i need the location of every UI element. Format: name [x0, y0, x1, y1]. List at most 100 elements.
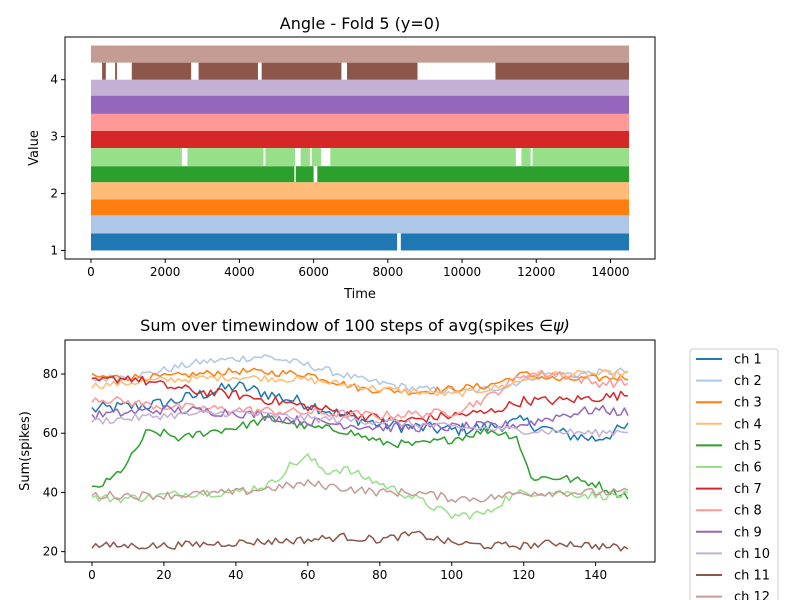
angle-chart: Angle - Fold 5 (y=0) 0 2000 4000 6000 8000 10… — [27, 14, 656, 302]
spikes-series-10 — [91, 409, 629, 438]
angle-series-1-segment — [90, 233, 398, 251]
angle-series-4-segment — [90, 182, 630, 200]
legend-item: ch 10 — [696, 547, 770, 562]
angle-series-11-segment — [198, 62, 258, 80]
spikes-x-tick-label: 140 — [584, 568, 607, 582]
legend-item: ch 7 — [696, 482, 762, 497]
angle-series-6-segment — [90, 148, 182, 167]
legend-item: ch 8 — [696, 504, 762, 519]
spikes-plot-area — [91, 354, 629, 552]
angle-series-6-segment — [532, 148, 630, 167]
angle-x-tick-label: 0 — [87, 265, 95, 279]
angle-series-8 — [90, 113, 630, 131]
legend-item: ch 2 — [696, 374, 762, 389]
spikes-y-axis-label: Sum(spikes) — [18, 411, 33, 491]
angle-series-4 — [90, 182, 630, 200]
spikes-series-4 — [91, 369, 629, 398]
spikes-legend: ch 1 ch 2 ch 3 ch 4 ch 5 ch 6 ch 7 ch 8 ch 9 ch 1… — [689, 348, 779, 600]
angle-series-11-segment — [115, 62, 117, 80]
legend-item: ch 12 — [696, 590, 770, 600]
angle-x-axis-label: Time — [343, 287, 376, 302]
angle-x-tick-label: 12000 — [517, 265, 555, 279]
legend-item: ch 4 — [696, 417, 762, 432]
spikes-series-11 — [91, 530, 629, 552]
angle-series-5-segment — [295, 166, 314, 183]
legend-item: ch 6 — [696, 461, 762, 476]
spikes-x-tick-label: 0 — [88, 568, 96, 582]
angle-series-7 — [90, 130, 630, 148]
angle-series-6-segment — [187, 148, 264, 167]
angle-series-6-segment — [300, 148, 310, 167]
legend-label: ch 3 — [734, 396, 762, 411]
legend-label: ch 2 — [734, 374, 762, 389]
angle-series-9-segment — [90, 95, 630, 114]
spikes-y-tick-label: 80 — [43, 367, 58, 381]
spikes-chart: Sum over timewindow of 100 steps of avg(… — [18, 316, 779, 600]
angle-x-tick-label: 14000 — [591, 265, 629, 279]
spikes-series-5 — [91, 415, 629, 500]
angle-series-11-segment — [102, 62, 106, 80]
legend-label: ch 12 — [734, 590, 770, 600]
legend-label: ch 6 — [734, 461, 762, 476]
legend-label: ch 10 — [734, 547, 770, 562]
angle-chart-title: Angle - Fold 5 (y=0) — [280, 14, 440, 33]
angle-series-8-segment — [90, 113, 630, 131]
angle-series-5-segment — [317, 166, 630, 183]
legend-item: ch 9 — [696, 525, 762, 540]
legend-item: ch 11 — [696, 569, 770, 584]
angle-series-11-segment — [131, 62, 192, 80]
spikes-y-tick-label: 60 — [43, 426, 58, 440]
spikes-plot-frame — [64, 339, 656, 563]
legend-label: ch 8 — [734, 504, 762, 519]
legend-label: ch 7 — [734, 482, 762, 497]
spikes-x-tick-label: 100 — [440, 568, 463, 582]
legend-frame — [689, 348, 779, 600]
angle-series-6-segment — [311, 148, 322, 167]
angle-x-tick-label: 8000 — [373, 265, 404, 279]
angle-series-12-segment — [90, 45, 630, 63]
spikes-series-3 — [91, 367, 629, 396]
spikes-y-ticks: 20 40 60 80 — [43, 367, 65, 559]
spikes-y-tick-label: 40 — [43, 485, 58, 499]
spikes-series-1 — [91, 381, 629, 442]
spikes-x-ticks: 0 20 40 60 80 100 120 140 — [88, 562, 607, 582]
angle-series-11-segment — [347, 62, 418, 80]
angle-series-9 — [90, 95, 630, 114]
spikes-y-tick-label: 20 — [43, 545, 58, 559]
spikes-x-tick-label: 120 — [512, 568, 535, 582]
angle-y-axis-label: Value — [27, 130, 42, 166]
angle-y-tick-label: 3 — [50, 130, 58, 144]
angle-x-ticks: 0 2000 4000 6000 8000 10000 12000 14000 — [87, 259, 630, 279]
spikes-x-tick-label: 20 — [156, 568, 171, 582]
angle-plot-frame — [64, 36, 656, 260]
spikes-series-9 — [91, 404, 629, 433]
angle-series-5-segment — [90, 166, 295, 183]
legend-label: ch 4 — [734, 417, 762, 432]
angle-series-2-segment — [90, 215, 630, 234]
angle-x-tick-label: 2000 — [150, 265, 181, 279]
angle-y-tick-label: 4 — [50, 73, 58, 87]
spikes-x-tick-label: 60 — [300, 568, 315, 582]
spikes-chart-title: Sum over timewindow of 100 steps of avg(… — [140, 316, 570, 335]
angle-series-5 — [90, 166, 630, 183]
angle-series-10 — [90, 79, 630, 96]
angle-y-ticks: 1 2 3 4 — [50, 73, 65, 257]
spikes-series-12 — [91, 479, 629, 503]
angle-series-1 — [90, 233, 630, 251]
angle-series-6 — [90, 148, 630, 167]
angle-series-11 — [102, 62, 630, 80]
legend-item: ch 5 — [696, 439, 762, 454]
angle-series-11-segment — [495, 62, 630, 80]
angle-series-6-segment — [330, 148, 516, 167]
angle-plot-area — [90, 45, 630, 251]
legend-item: ch 1 — [696, 353, 762, 368]
angle-series-7-segment — [90, 130, 630, 148]
legend-label: ch 9 — [734, 525, 762, 540]
spikes-series-8 — [91, 369, 629, 420]
spikes-x-tick-label: 80 — [372, 568, 387, 582]
spikes-x-tick-label: 40 — [228, 568, 243, 582]
angle-y-tick-label: 2 — [50, 187, 58, 201]
angle-series-1-segment — [400, 233, 630, 251]
angle-x-tick-label: 4000 — [224, 265, 255, 279]
